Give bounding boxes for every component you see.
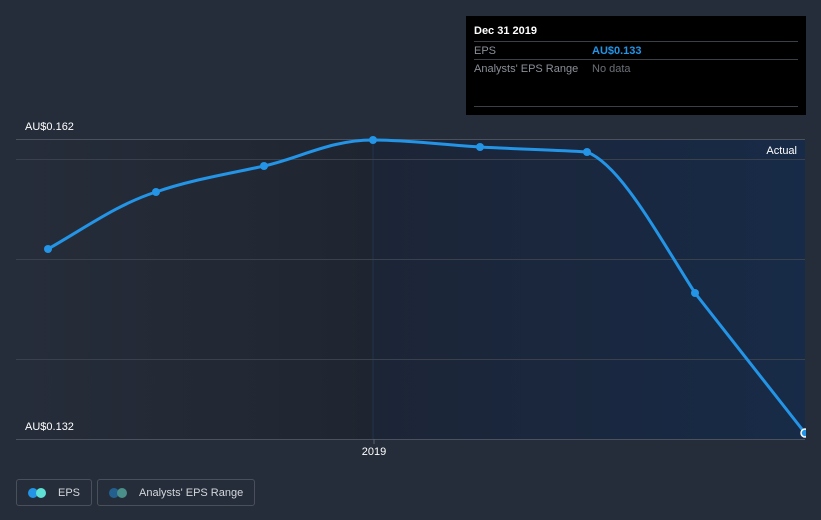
actual-region-label: Actual [766,145,797,157]
eps-swatch-icon [28,487,48,498]
data-point[interactable] [260,162,268,170]
data-point[interactable] [369,136,377,144]
tooltip-row-eps: EPS AU$0.133 [474,41,798,59]
tooltip-key: EPS [474,44,497,57]
tooltip-row-range: Analysts' EPS Range No data [474,59,798,77]
eps-points [44,136,810,438]
range-swatch-icon [109,487,129,498]
data-point[interactable] [476,143,484,151]
tooltip-value: AU$0.133 [592,44,642,57]
legend-label: EPS [58,486,81,499]
past-region [16,140,373,439]
data-point[interactable] [691,289,699,297]
data-point[interactable] [44,245,52,253]
data-point[interactable] [152,188,160,196]
tooltip-divider [474,106,798,107]
tooltip-value: No data [592,62,631,75]
legend: EPS Analysts' EPS Range [16,479,256,506]
data-point[interactable] [583,148,591,156]
x-axis-label-2019: 2019 [361,446,387,458]
legend-analysts-range-button[interactable]: Analysts' EPS Range [97,479,256,506]
tooltip: Dec 31 2019 EPS AU$0.133 Analysts' EPS R… [466,16,806,115]
tooltip-date: Dec 31 2019 [474,25,537,37]
y-axis-bottom-label: AU$0.132 [25,421,74,433]
actual-region [373,140,805,439]
y-axis-top-label: AU$0.162 [25,121,74,133]
tooltip-key: Analysts' EPS Range [474,62,579,75]
legend-label: Analysts' EPS Range [139,486,244,499]
legend-eps-button[interactable]: EPS [16,479,93,506]
